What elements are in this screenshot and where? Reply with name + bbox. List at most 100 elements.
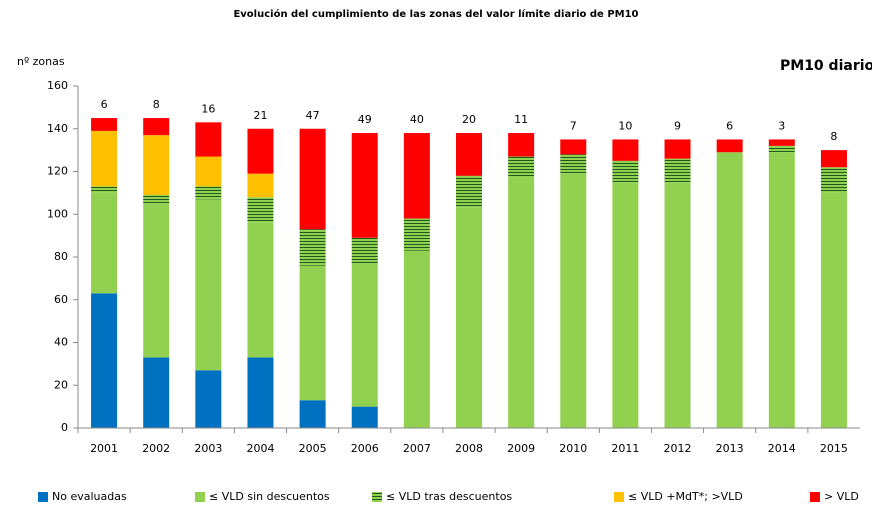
- data-label: 6: [726, 119, 733, 132]
- legend-swatch: [614, 492, 624, 502]
- x-tick-label: 2012: [664, 442, 692, 455]
- bar-segment: [560, 154, 587, 174]
- bar-segment: [247, 197, 274, 223]
- bar-segment: [560, 173, 587, 428]
- x-tick-label: 2014: [768, 442, 796, 455]
- x-tick-label: 2007: [403, 442, 431, 455]
- x-tick-label: 2003: [194, 442, 222, 455]
- bar-segment: [91, 118, 118, 131]
- bar-segment: [768, 152, 795, 428]
- chart-subtitle: PM10 diario: [780, 58, 872, 74]
- data-label: 49: [358, 113, 372, 126]
- bar-segment: [768, 145, 795, 153]
- bar-segment: [403, 218, 430, 251]
- x-tick-label: 2006: [351, 442, 379, 455]
- data-label: 11: [514, 113, 528, 126]
- y-tick-label: 140: [47, 122, 68, 135]
- legend-swatch: [372, 492, 382, 502]
- chart-title: Evolución del cumplimiento de las zonas …: [233, 8, 638, 20]
- data-label: 9: [674, 119, 681, 132]
- bar-segment: [664, 158, 691, 183]
- bar-segment: [508, 133, 535, 157]
- legend-label: > VLD: [824, 490, 859, 503]
- bar-segment: [195, 199, 222, 371]
- bar-segment: [716, 139, 743, 153]
- x-tick-label: 2008: [455, 442, 483, 455]
- bar-segment: [351, 237, 378, 264]
- bar-segment: [91, 130, 118, 187]
- legend-label: ≤ VLD tras descuentos: [386, 490, 512, 503]
- bar-segment: [612, 160, 639, 183]
- bar-segment: [91, 186, 118, 193]
- bar-segment: [820, 150, 847, 168]
- bar-segment: [247, 173, 274, 198]
- legend-swatch: [195, 492, 205, 502]
- bar-segment: [143, 118, 170, 136]
- y-tick-label: 80: [54, 250, 68, 263]
- bar-segment: [91, 192, 118, 294]
- bar-segment: [299, 128, 326, 230]
- bar-segment: [612, 182, 639, 428]
- data-label: 47: [306, 109, 320, 122]
- y-axis-label: nº zonas: [17, 55, 65, 68]
- bar-segment: [143, 135, 170, 196]
- data-label: 10: [618, 119, 632, 132]
- data-label: 16: [201, 102, 215, 115]
- bar-segment: [351, 133, 378, 238]
- data-label: 8: [830, 130, 837, 143]
- bar-segment: [143, 203, 170, 358]
- bar-segment: [403, 250, 430, 428]
- data-label: 20: [462, 113, 476, 126]
- bar-segment: [560, 139, 587, 155]
- x-tick-label: 2013: [716, 442, 744, 455]
- bar-segment: [351, 263, 378, 407]
- bar-segment: [91, 293, 118, 428]
- x-tick-label: 2001: [90, 442, 118, 455]
- x-tick-label: 2010: [559, 442, 587, 455]
- x-tick-label: 2005: [299, 442, 327, 455]
- legend-swatch: [810, 492, 820, 502]
- data-label: 8: [153, 98, 160, 111]
- y-tick-label: 40: [54, 336, 68, 349]
- data-label: 7: [570, 119, 577, 132]
- bar-segment: [195, 156, 222, 187]
- x-tick-label: 2004: [246, 442, 274, 455]
- data-label: 6: [101, 98, 108, 111]
- data-label: 40: [410, 113, 424, 126]
- bar-segment: [299, 229, 326, 266]
- bar-segment: [247, 357, 274, 428]
- bar-segment: [820, 192, 847, 428]
- bar-segment: [820, 167, 847, 193]
- x-tick-label: 2002: [142, 442, 170, 455]
- bar-segment: [195, 370, 222, 428]
- y-tick-label: 0: [61, 421, 68, 434]
- legend-swatch: [38, 492, 48, 502]
- y-tick-label: 20: [54, 378, 68, 391]
- bar-segment: [143, 195, 170, 204]
- bar-segment: [508, 177, 535, 428]
- legend-label: ≤ VLD +MdT*; >VLD: [628, 490, 743, 503]
- bar-segment: [299, 265, 326, 401]
- data-label: 3: [778, 119, 785, 132]
- bar-segment: [456, 133, 482, 176]
- bar-segment: [664, 182, 691, 428]
- bar-segment: [456, 175, 482, 208]
- bar-segment: [612, 139, 639, 161]
- bar-segment: [247, 222, 274, 358]
- y-tick-label: 160: [47, 79, 68, 92]
- y-tick-label: 120: [47, 165, 68, 178]
- bar-segment: [143, 357, 170, 428]
- bar-segment: [664, 139, 691, 159]
- legend-label: ≤ VLD sin descuentos: [209, 490, 330, 503]
- legend-label: No evaluadas: [52, 490, 127, 503]
- bar-segment: [351, 406, 378, 428]
- data-label: 21: [253, 109, 267, 122]
- bar-segment: [716, 152, 743, 428]
- y-tick-label: 60: [54, 293, 68, 306]
- bar-segment: [299, 400, 326, 428]
- bar-segment: [195, 122, 222, 157]
- x-tick-label: 2011: [611, 442, 639, 455]
- x-tick-label: 2009: [507, 442, 535, 455]
- bar-segment: [456, 207, 482, 428]
- x-tick-label: 2015: [820, 442, 848, 455]
